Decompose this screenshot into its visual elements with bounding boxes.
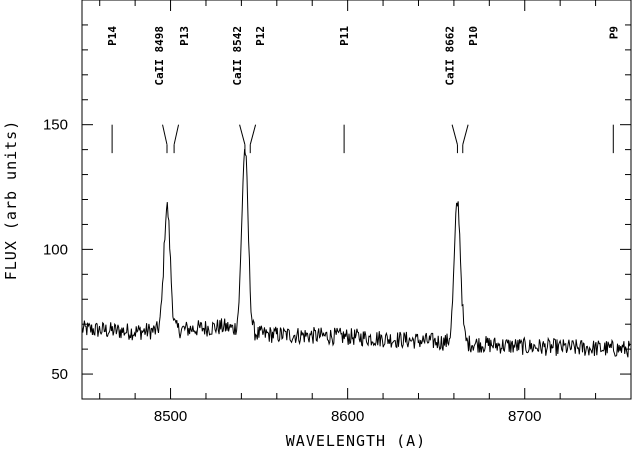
x-tick-label: 8700	[508, 408, 541, 425]
x-tick-label: 8500	[154, 408, 187, 425]
marker-fork	[451, 124, 458, 145]
line-label: P12	[254, 26, 267, 46]
marker-fork	[239, 124, 246, 145]
marker-fork	[173, 124, 180, 145]
y-axis-title: FLUX (arb units)	[2, 120, 20, 281]
marker-fork	[462, 124, 469, 145]
marker-fork	[162, 124, 168, 145]
x-tick-label: 8600	[331, 408, 364, 425]
x-axis-ticks: 8500 8600 8700	[99, 0, 632, 425]
line-label: P9	[607, 26, 620, 39]
line-label: P14	[106, 26, 119, 46]
y-tick-label: 150	[43, 117, 68, 134]
line-label: CaII 8662	[443, 26, 456, 86]
marker-fork	[249, 124, 257, 145]
line-markers: P14 CaII 8498 P13 CaII 8542 P12 P11 CaII 8662 P…	[106, 26, 620, 154]
line-label: P10	[467, 26, 480, 46]
spectrum-line	[81, 149, 631, 358]
y-axis-ticks: 50 100 150	[43, 24, 631, 383]
line-label: CaII 8542	[231, 26, 244, 86]
y-tick-label: 100	[43, 241, 68, 258]
y-tick-label: 50	[51, 366, 68, 383]
line-label: CaII 8498	[153, 26, 166, 86]
line-label: P11	[338, 26, 351, 46]
x-axis-title: WAVELENGTH (A)	[286, 432, 426, 450]
line-label: P13	[178, 26, 191, 46]
